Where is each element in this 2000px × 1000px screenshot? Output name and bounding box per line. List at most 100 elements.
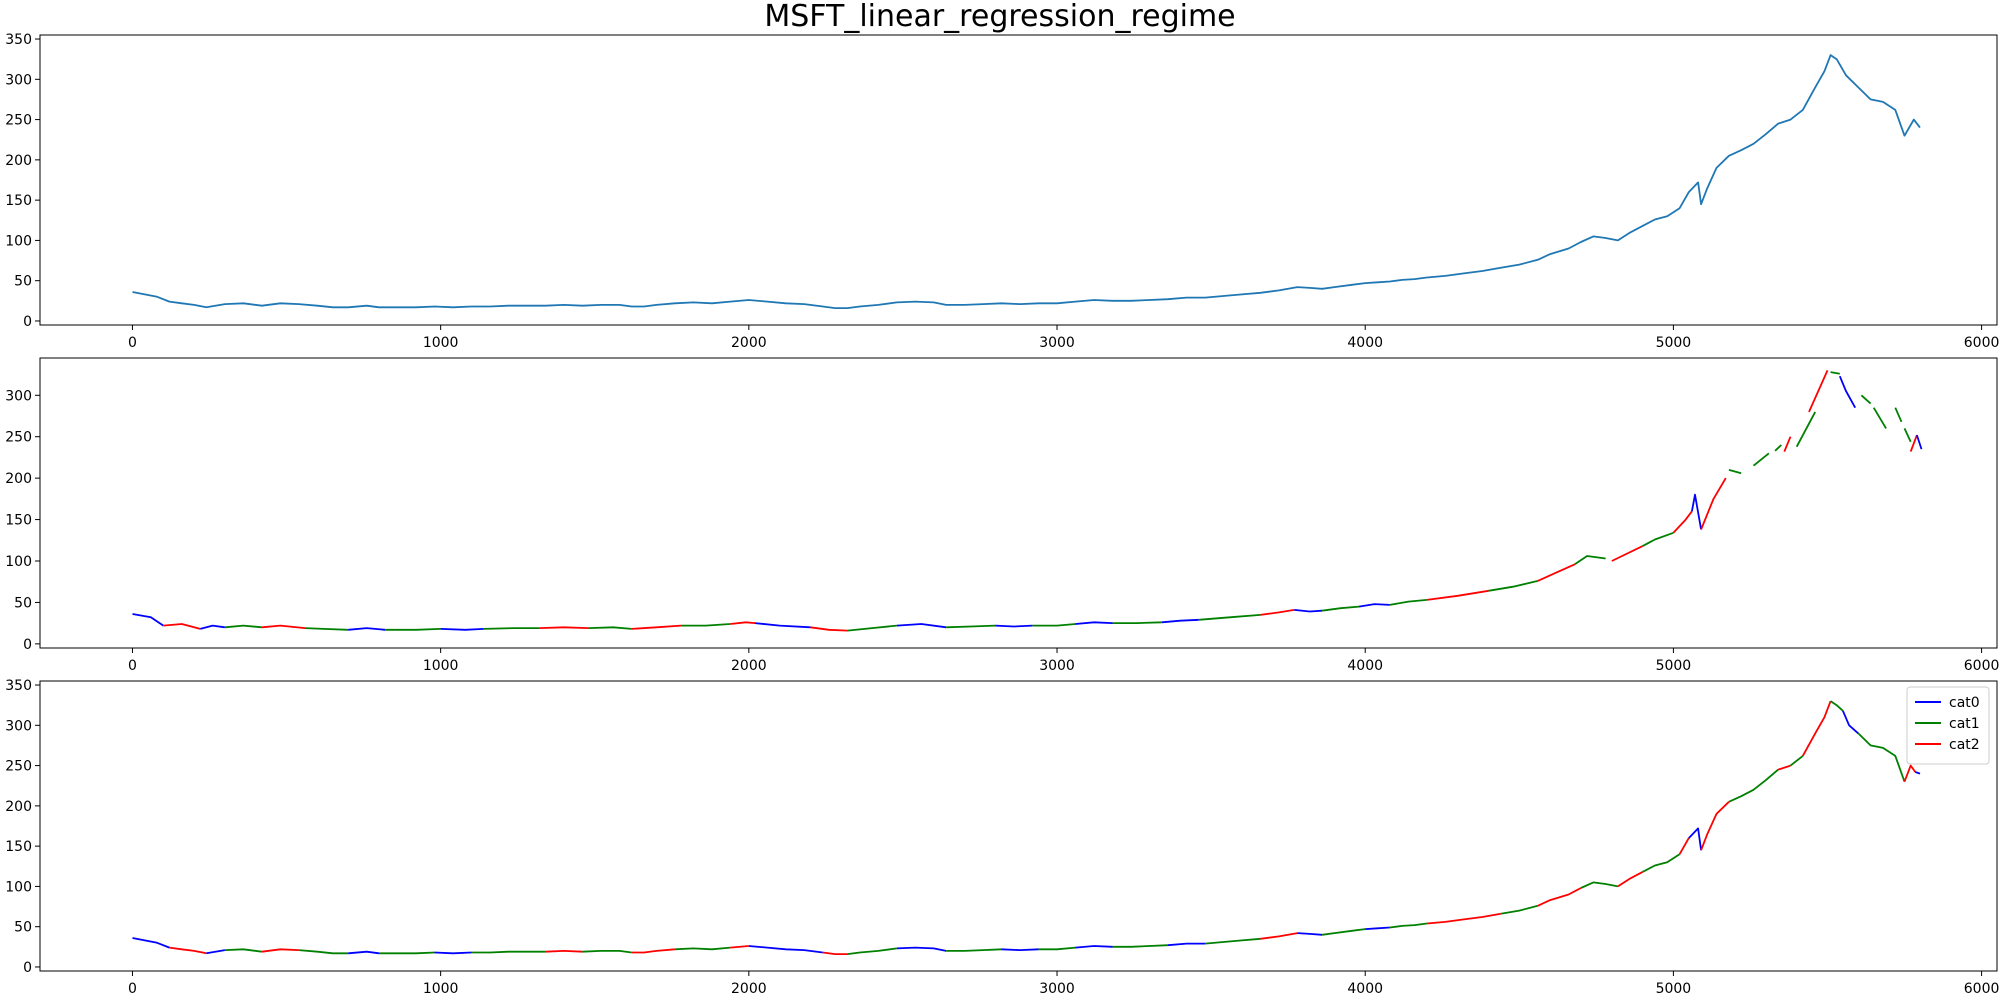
regime-segment [1872, 407, 1887, 429]
x-tick-label: 1000 [423, 335, 459, 351]
regime-segment [1260, 609, 1295, 616]
regime-segment [674, 946, 731, 951]
y-tick-label: 50 [14, 274, 32, 290]
subplot-2: 0 1000 2000 3000 4000 5000 6000 0 50 100 150 200 250… [5, 678, 1999, 997]
x-tick-label: 3000 [1039, 981, 1075, 997]
x-tick-label: 3000 [1039, 335, 1075, 351]
x-tick-label: 4000 [1347, 335, 1383, 351]
regime-segment [1903, 764, 1917, 783]
regime-segment [304, 627, 349, 631]
regime-segment [995, 624, 1033, 628]
regime-segment [224, 624, 262, 629]
regime-segment [1777, 764, 1791, 771]
y-tick-label: 250 [5, 759, 32, 775]
regime-segment [1167, 942, 1205, 947]
y-tick-label: 250 [5, 113, 32, 129]
regime-segment [810, 626, 848, 632]
regime-segment [483, 627, 540, 630]
x-tick-label: 4000 [1347, 658, 1383, 674]
subplot-1: 0 1000 2000 3000 4000 5000 6000 0 50 100 150 200 250… [5, 357, 1999, 674]
regime-segment [169, 946, 207, 955]
regime-segment [224, 948, 263, 953]
y-tick-label: 100 [5, 879, 32, 895]
regime-segment [1389, 922, 1428, 929]
regime-segment [1728, 469, 1742, 475]
regime-segment [1894, 407, 1903, 423]
regime-segment [896, 946, 947, 952]
regime-segment [847, 947, 897, 955]
regime-segment [1795, 411, 1816, 448]
regime-segment [582, 950, 632, 954]
regime-segment [1112, 944, 1169, 948]
y-tick-label: 100 [5, 554, 32, 570]
y-tick-label: 200 [5, 153, 32, 169]
legend-label-cat2: cat2 [1949, 737, 1980, 753]
regime-segment [1916, 434, 1923, 450]
regime-segment [1198, 614, 1261, 621]
y-tick-label: 100 [5, 233, 32, 249]
regime-segment [1537, 563, 1576, 582]
y-tick-label: 300 [5, 718, 32, 734]
y-tick-label: 0 [23, 960, 32, 976]
y-tick-label: 0 [23, 314, 32, 330]
y-tick-label: 200 [5, 799, 32, 815]
regime-segment [1038, 946, 1076, 951]
regime-segment [754, 622, 811, 629]
regime-segment [1808, 370, 1829, 413]
regime-segment [132, 613, 164, 627]
legend-label-cat0: cat0 [1949, 695, 1980, 711]
regime-segment [440, 628, 484, 631]
regime-segment [1802, 700, 1832, 757]
regime-segment [1903, 428, 1912, 443]
regime-segment [631, 948, 675, 954]
regime-segment [896, 623, 947, 629]
regime-segment [1574, 555, 1606, 566]
regime-segment [1297, 932, 1323, 936]
regime-segment [261, 624, 306, 629]
y-tick-label: 50 [14, 920, 32, 936]
regime-segment [1838, 375, 1856, 409]
x-tick-label: 0 [128, 335, 137, 351]
regime-segment [730, 621, 756, 625]
y-tick-label: 250 [5, 430, 32, 446]
plot-area [132, 700, 1921, 955]
axes-frame [39, 34, 1998, 326]
regime-segment [1161, 618, 1199, 624]
x-tick-label: 0 [128, 658, 137, 674]
regime-segment [163, 623, 201, 630]
regime-segment [1537, 887, 1582, 907]
regime-segment [1691, 493, 1702, 530]
y-tick-label: 150 [5, 839, 32, 855]
regime-segment [261, 948, 299, 953]
x-tick-label: 3000 [1039, 658, 1075, 674]
regime-segment [1783, 436, 1792, 452]
regime-segment [1860, 394, 1872, 405]
regime-segment [545, 950, 583, 953]
axes-frame [39, 357, 1998, 649]
regime-segment [1611, 545, 1643, 562]
regime-segment [200, 624, 226, 630]
axes-frame [39, 680, 1998, 972]
regime-segment [1830, 371, 1840, 375]
x-tick-label: 4000 [1347, 981, 1383, 997]
regime-segment [206, 949, 226, 955]
x-tick-label: 2000 [731, 335, 767, 351]
regime-segment [1112, 621, 1162, 624]
regime-segment [1752, 452, 1770, 467]
regime-segment [471, 950, 546, 954]
regime-segment [1909, 434, 1918, 452]
regime-segment [1728, 768, 1779, 803]
regime-segment [822, 951, 848, 955]
regime-segment [379, 951, 435, 955]
x-tick-label: 1000 [423, 658, 459, 674]
legend-label-cat1: cat1 [1949, 716, 1980, 732]
regime-segment [1700, 801, 1730, 851]
regime-segment [946, 948, 1002, 952]
regime-segment [348, 950, 380, 955]
regime-segment [348, 627, 386, 631]
regime-segment [1075, 621, 1113, 625]
x-tick-label: 2000 [731, 658, 767, 674]
x-tick-label: 2000 [731, 981, 767, 997]
regime-segment [1830, 700, 1844, 712]
